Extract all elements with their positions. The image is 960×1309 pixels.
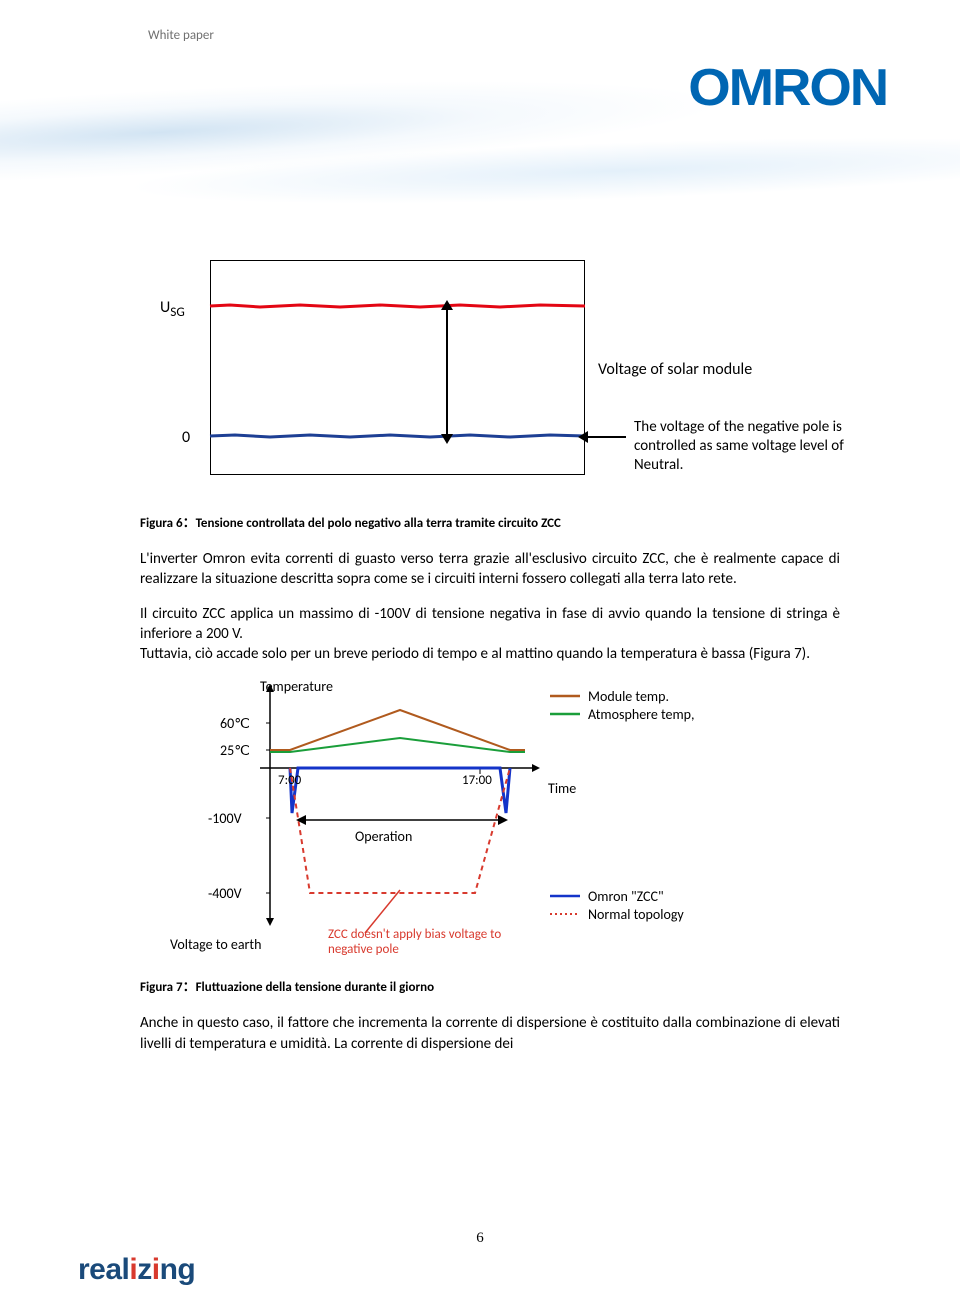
fig7-voltage-earth-label: Voltage to earth <box>170 936 261 953</box>
fig6-voltage-label: Voltage of solar module <box>598 360 752 379</box>
page-content: USG 0 Voltage of solar module The voltag… <box>140 260 840 1068</box>
figure-7-caption: Figura 7：Fluttuazione della tensione dur… <box>140 976 840 995</box>
figure-6: USG 0 Voltage of solar module The voltag… <box>140 260 840 498</box>
fig7-ytick-n100: -100V <box>208 810 242 827</box>
fig7-operation-label: Operation <box>355 828 412 845</box>
paragraph-3: Anche in questo caso, il fattore che inc… <box>140 1013 840 1054</box>
fig7-xtick-17: 17:00 <box>462 773 492 788</box>
fig6-negative-label: The voltage of the negative pole is cont… <box>634 418 844 474</box>
doc-type-label: White paper <box>148 28 214 43</box>
fig7-ytick-n400: -400V <box>208 885 242 902</box>
fig7-ytick-25: 25℃ <box>220 742 250 759</box>
fig7-legend-normal: Normal topology <box>588 906 684 923</box>
fig7-legend-atm: Atmosphere temp, <box>588 706 695 723</box>
paragraph-1: L'inverter Omron evita correnti di guast… <box>140 549 840 590</box>
fig7-legend-zcc: Omron "ZCC" <box>588 888 664 905</box>
fig7-ytick-60: 60℃ <box>220 715 250 732</box>
paragraph-2: Il circuito ZCC applica un massimo di -1… <box>140 604 840 665</box>
background-swoop <box>0 0 960 251</box>
fig7-zcc-note: ZCC doesn't apply bias voltage to negati… <box>328 928 508 958</box>
brand-logo: OMRON <box>688 58 887 118</box>
fig6-negative-arrow <box>586 436 626 438</box>
fig7-temp-label: Temperature <box>260 678 333 695</box>
figure-6-caption: Figura 6：Tensione controllata del polo n… <box>140 512 840 531</box>
fig7-time-label: Time <box>548 780 576 797</box>
fig6-bottom-line <box>210 435 585 437</box>
fig7-legend-module: Module temp. <box>588 688 669 705</box>
page-number: 6 <box>476 1230 484 1247</box>
fig6-top-line <box>210 305 585 307</box>
footer-brand-logo: realizing <box>78 1253 195 1287</box>
figure-7: Temperature 60℃ 25℃ 7:00 17:00 Time -100… <box>160 678 780 968</box>
fig7-xtick-7: 7:00 <box>278 773 301 788</box>
fig6-voltage-arrow <box>446 308 448 436</box>
